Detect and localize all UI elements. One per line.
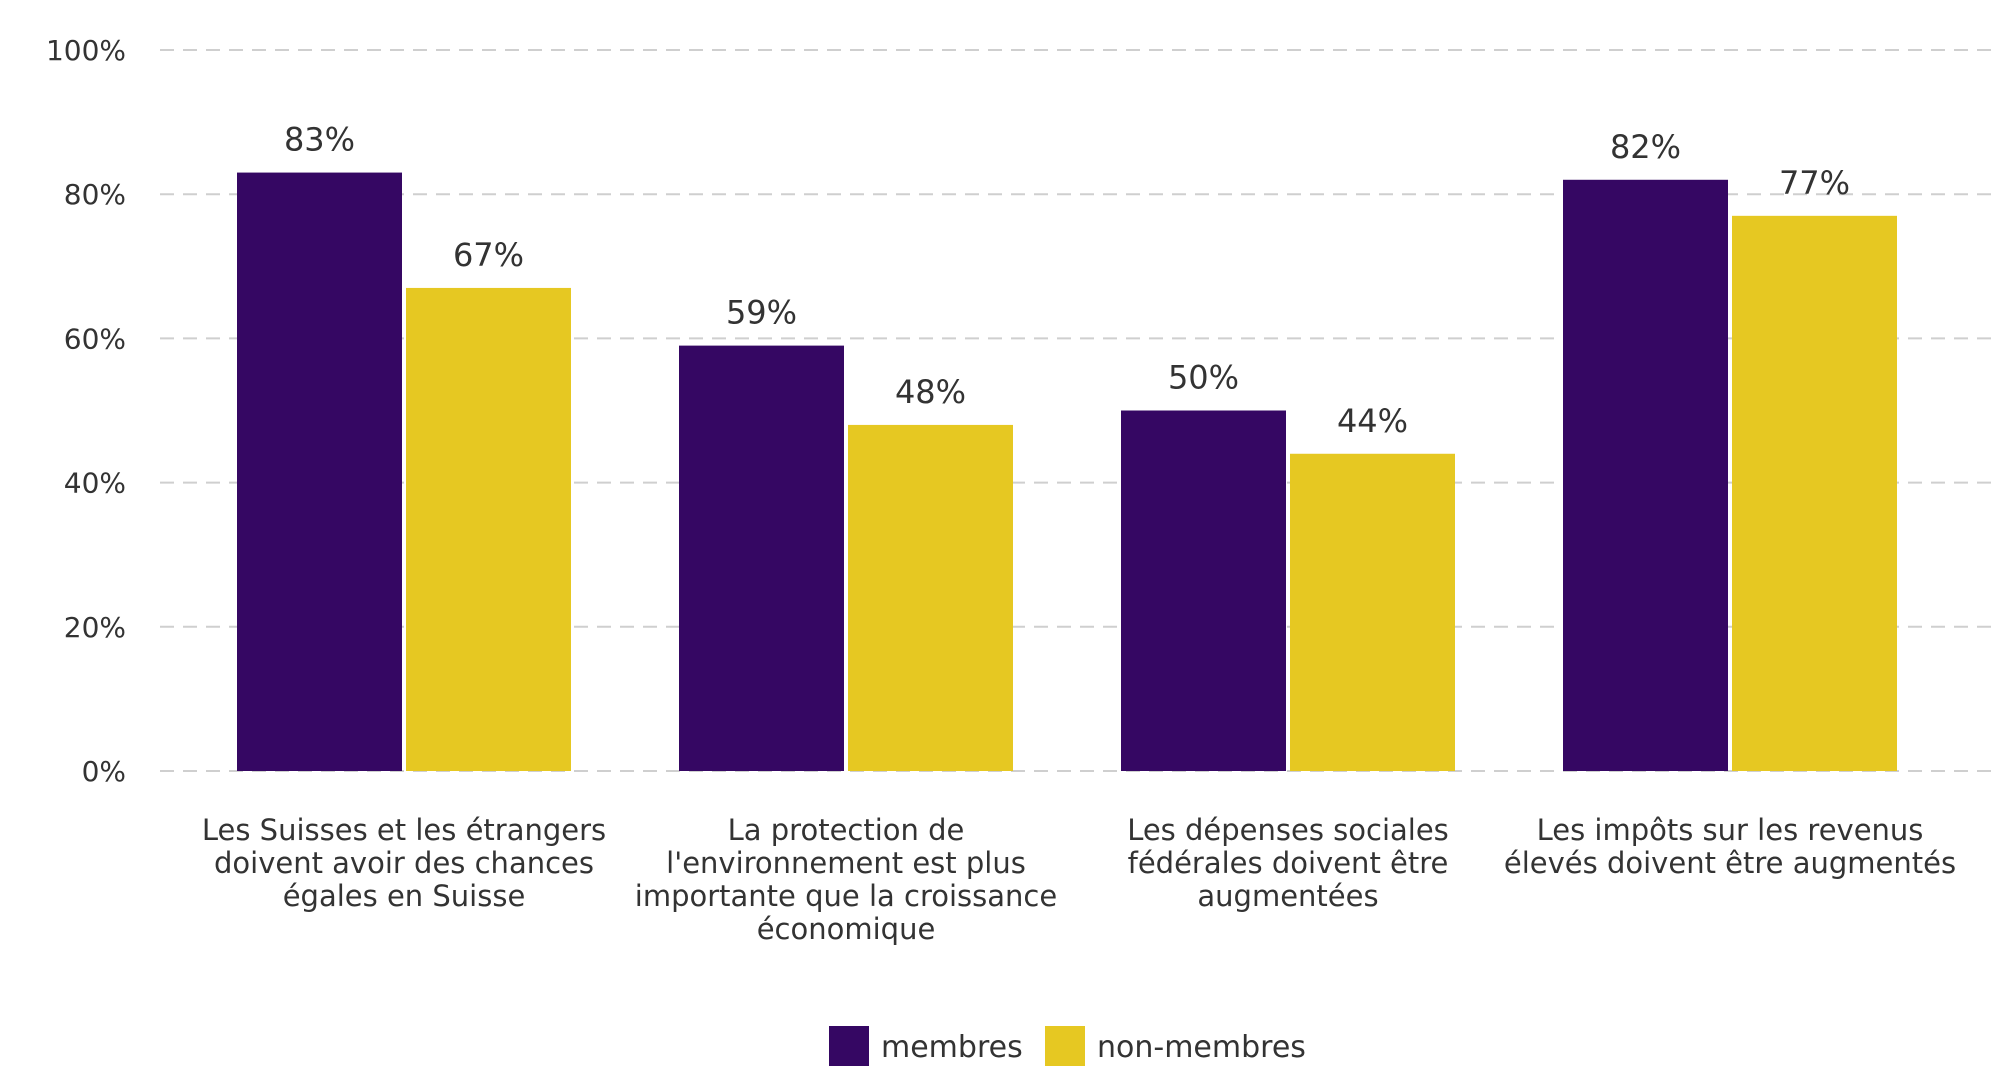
data-label-non-membres-3: 77% <box>1779 164 1850 202</box>
category-label-line: Les impôts sur les revenus <box>1537 813 1924 847</box>
category-labels: Les Suisses et les étrangers doivent avoi… <box>202 813 1956 946</box>
data-label-membres-3: 82% <box>1610 128 1681 166</box>
y-tick-label: 0% <box>82 755 126 788</box>
category-label-line: importante que la croissance <box>635 879 1057 913</box>
category-label-line: doivent avoir des chances <box>214 846 594 880</box>
data-labels: 83% 67% 59% 48% 50% 44% 82% 77% <box>284 121 1850 440</box>
y-axis-tick-labels: 0% 20% 40% 60% 80% 100% <box>46 34 126 788</box>
y-tick-label: 60% <box>64 322 126 355</box>
bar-membres-3 <box>1563 179 1728 771</box>
category-label-line: augmentées <box>1197 879 1378 913</box>
bar-membres-0 <box>237 172 402 771</box>
category-label-line: économique <box>757 912 936 946</box>
y-tick-label: 80% <box>64 178 126 211</box>
bar-non-membres-3 <box>1732 215 1897 771</box>
category-label-line: Les Suisses et les étrangers <box>202 813 606 847</box>
legend-swatch-membres <box>829 1026 869 1066</box>
legend-swatch-non-membres <box>1045 1026 1085 1066</box>
bar-non-membres-0 <box>406 287 571 771</box>
bar-non-membres-2 <box>1290 453 1455 771</box>
data-label-non-membres-1: 48% <box>895 373 966 411</box>
data-label-membres-0: 83% <box>284 121 355 159</box>
data-label-non-membres-2: 44% <box>1337 402 1408 440</box>
data-label-non-membres-0: 67% <box>453 236 524 274</box>
category-label-2: Les dépenses sociales fédérales doivent ê… <box>1127 813 1449 913</box>
category-label-line: fédérales doivent être <box>1128 846 1449 880</box>
bar-membres-2 <box>1121 410 1286 771</box>
legend: membres non-membres <box>829 1026 1306 1066</box>
y-tick-label: 100% <box>46 34 126 67</box>
category-label-line: Les dépenses sociales <box>1127 813 1449 847</box>
category-label-line: La protection de <box>728 813 965 847</box>
bar-membres-1 <box>679 345 844 771</box>
legend-label-membres: membres <box>881 1030 1023 1065</box>
category-label-line: élevés doivent être augmentés <box>1504 846 1956 880</box>
category-label-3: Les impôts sur les revenus élevés doivent… <box>1504 813 1956 880</box>
data-label-membres-1: 59% <box>726 294 797 332</box>
y-tick-label: 40% <box>64 467 126 500</box>
category-label-line: l'environnement est plus <box>666 846 1026 880</box>
bars <box>237 172 1897 771</box>
category-label-1: La protection de l'environnement est plus… <box>635 813 1057 946</box>
bar-non-membres-1 <box>848 424 1013 771</box>
category-label-line: égales en Suisse <box>283 879 526 913</box>
y-tick-label: 20% <box>64 611 126 644</box>
data-label-membres-2: 50% <box>1168 359 1239 397</box>
legend-label-non-membres: non-membres <box>1097 1030 1306 1065</box>
category-label-0: Les Suisses et les étrangers doivent avoi… <box>202 813 606 913</box>
